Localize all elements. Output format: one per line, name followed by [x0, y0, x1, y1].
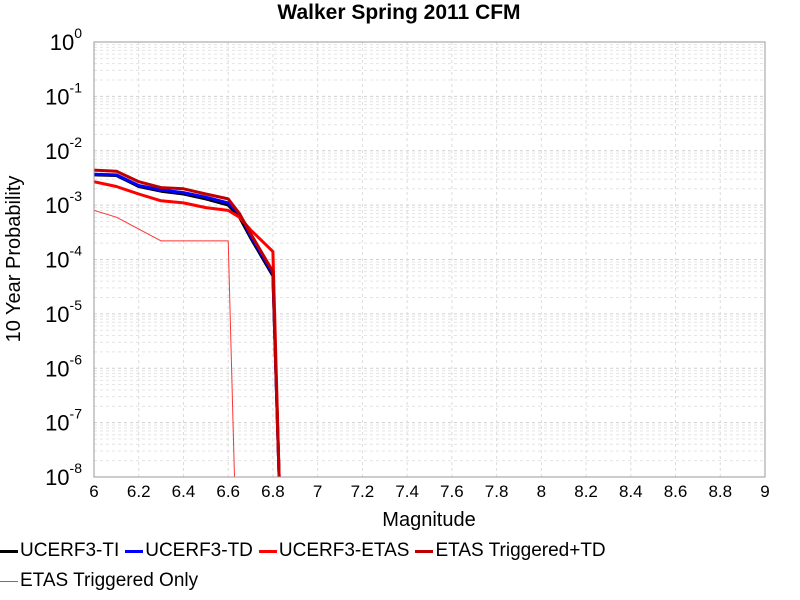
- x-tick-label: 8: [537, 482, 546, 501]
- legend-item-ucerf3-etas: UCERF3-ETAS: [258, 540, 410, 562]
- series-line-etas-triggered-td: [94, 168, 281, 477]
- x-tick-label: 7.8: [485, 482, 509, 501]
- y-tick-label: 10-8: [45, 460, 82, 490]
- legend-item-etas-triggered-only: ETAS Triggered Only: [0, 570, 198, 592]
- legend-label: UCERF3-ETAS: [278, 540, 410, 561]
- x-tick-label: 6: [89, 482, 98, 501]
- x-tick-label: 6.2: [127, 482, 151, 501]
- y-axis-label: 10 Year Probability: [3, 176, 25, 343]
- x-tick-label: 8.6: [664, 482, 688, 501]
- series-layer: [94, 168, 281, 477]
- legend: UCERF3-TI UCERF3-TD UCERF3-ETAS ETAS Tri…: [0, 536, 800, 600]
- plot-frame: [93, 41, 766, 478]
- legend-item-ucerf3-ti: UCERF3-TI: [0, 540, 119, 562]
- y-tick-label: 10-6: [45, 351, 82, 381]
- legend-swatch: [0, 549, 18, 553]
- y-tick-label: 10-1: [45, 79, 82, 109]
- y-tick-label: 10-3: [45, 188, 82, 218]
- x-tick-label: 7: [313, 482, 322, 501]
- legend-item-ucerf3-td: UCERF3-TD: [125, 540, 253, 562]
- x-tick-label: 8.2: [574, 482, 598, 501]
- y-tick-label: 10-5: [45, 297, 82, 327]
- series-line-ucerf3-etas: [94, 180, 281, 477]
- x-tick-label: 6.4: [172, 482, 196, 501]
- series-line-etas-triggered-only: [94, 209, 235, 477]
- legend-label: UCERF3-TI: [20, 540, 120, 561]
- y-tick-label: 10-7: [45, 406, 82, 436]
- legend-label: ETAS Triggered+TD: [435, 540, 606, 561]
- x-tick-label: 6.6: [216, 482, 240, 501]
- legend-label: ETAS Triggered Only: [20, 570, 199, 591]
- chart: Walker Spring 2011 CFM 6 6.2 6.4 6.6 6.8 7 7.2…: [3, 1, 770, 531]
- chart-title: Walker Spring 2011 CFM: [277, 1, 520, 24]
- grid-lines: [93, 42, 766, 478]
- legend-item-etas-triggered-td: ETAS Triggered+TD: [415, 540, 606, 562]
- x-tick-label: 8.8: [708, 482, 732, 501]
- y-tick-label: 100: [50, 25, 82, 55]
- y-tick-labels: 100 10-1 10-2 10-3 10-4 10-5 10-6 10-7 10-8: [45, 25, 82, 490]
- legend-label: UCERF3-TD: [145, 540, 253, 561]
- x-tick-label: 8.4: [619, 482, 643, 501]
- x-axis-label: Magnitude: [382, 509, 475, 531]
- legend-swatch: [415, 549, 434, 553]
- legend-swatch: [0, 580, 18, 582]
- x-tick-label: 7.2: [351, 482, 375, 501]
- x-tick-label: 9: [760, 482, 769, 501]
- y-tick-label: 10-2: [45, 134, 82, 164]
- legend-swatch: [258, 549, 277, 553]
- legend-swatch: [125, 549, 144, 553]
- y-tick-label: 10-4: [45, 243, 82, 273]
- x-tick-label: 7.4: [395, 482, 419, 501]
- x-tick-labels: 6 6.2 6.4 6.6 6.8 7 7.2 7.4 7.6 7.8 8 8.2 8.4 8.6 8.8 9: [89, 482, 769, 501]
- x-tick-label: 6.8: [261, 482, 285, 501]
- x-tick-label: 7.6: [440, 482, 464, 501]
